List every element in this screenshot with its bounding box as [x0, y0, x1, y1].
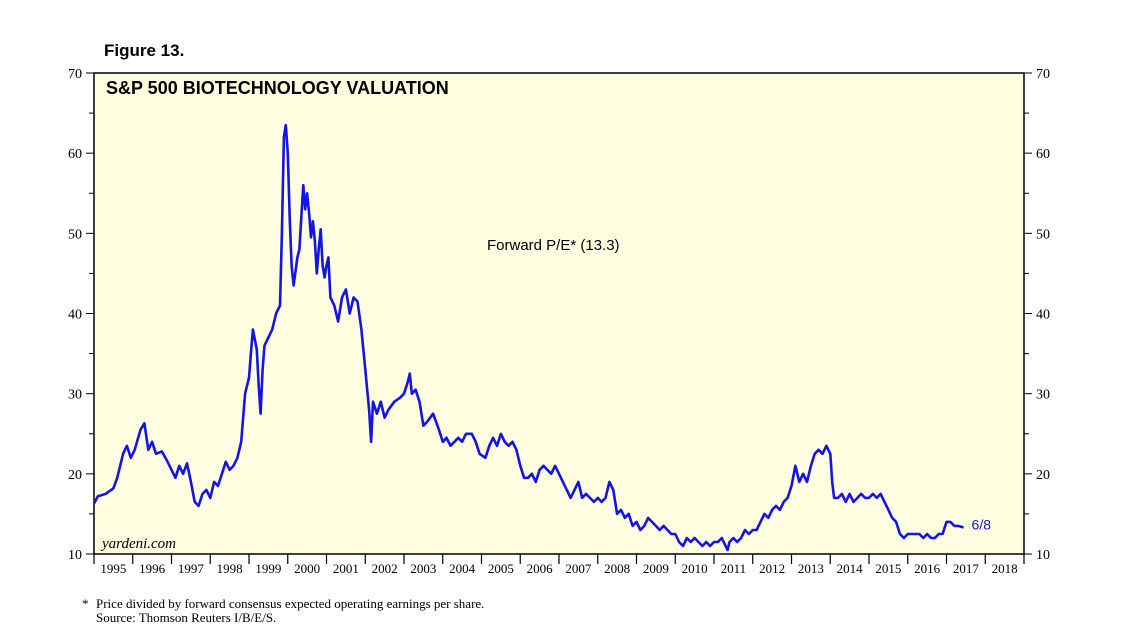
x-tick-label: 2009: [643, 561, 669, 576]
series-line: [92, 123, 964, 552]
y-tick-label-left: 60: [68, 147, 82, 162]
x-tick-label: 2010: [682, 561, 708, 576]
x-tick-label: 2013: [798, 561, 824, 576]
watermark: yardeni.com: [100, 536, 176, 552]
x-tick-label: 1995: [100, 561, 126, 576]
y-tick-label-right: 70: [1036, 67, 1050, 82]
y-tick-label-left: 50: [68, 227, 82, 242]
x-tick-label: 2007: [565, 561, 592, 576]
footnote: * Price divided by forward consensus expe…: [82, 597, 484, 611]
x-tick-label: 1999: [255, 561, 281, 576]
chart-title: S&P 500 BIOTECHNOLOGY VALUATION: [106, 78, 449, 98]
x-tick-label: 2017: [953, 561, 980, 576]
y-tick-label-left: 10: [68, 548, 82, 563]
x-tick-label: 2008: [604, 561, 630, 576]
plot-area: [93, 72, 1025, 555]
x-tick-label: 2004: [449, 561, 476, 576]
last-value-label: 6/8: [972, 517, 992, 533]
footnote-text: Price divided by forward consensus expec…: [96, 596, 485, 611]
figure-label: Figure 13.: [104, 41, 185, 60]
x-axis: 1995 1996 1997 1998 1999 2000 2001 2002 2003 2004…: [100, 561, 1017, 576]
y-tick-label-left: 30: [68, 388, 82, 403]
x-tick-label: 2001: [333, 561, 359, 576]
source-note: Source: Thomson Reuters I/B/E/S.: [82, 611, 276, 625]
source-text: Source: Thomson Reuters I/B/E/S.: [96, 610, 277, 625]
series-label: Forward P/E* (13.3): [487, 237, 620, 254]
y-tick-label-right: 30: [1036, 388, 1050, 403]
y-tick-label-left: 40: [68, 308, 82, 323]
y-tick-label-right: 50: [1036, 227, 1050, 242]
y-tick-label-right: 60: [1036, 147, 1050, 162]
y-axis-left: 10 20 30 40 50 60 70: [68, 67, 82, 563]
y-tick-label-right: 20: [1036, 468, 1050, 483]
x-tick-label: 1996: [139, 561, 166, 576]
x-tick-label: 2015: [875, 561, 901, 576]
x-tick-label: 2003: [410, 561, 436, 576]
y-axis-right: 10 20 30 40 50 60 70: [1036, 67, 1050, 563]
x-tick-label: 2005: [488, 561, 514, 576]
tick-marks: [86, 72, 1032, 564]
x-tick-label: 2002: [372, 561, 398, 576]
footnote-marker: *: [82, 596, 89, 611]
x-tick-label: 2006: [527, 561, 554, 576]
x-tick-label: 2014: [837, 561, 864, 576]
x-tick-label: 2000: [294, 561, 320, 576]
x-tick-label: 2011: [721, 561, 747, 576]
y-tick-label-left: 20: [68, 468, 82, 483]
x-tick-label: 1998: [217, 561, 243, 576]
x-tick-label: 2016: [914, 561, 941, 576]
x-tick-label: 2018: [992, 561, 1018, 576]
y-tick-label-right: 40: [1036, 308, 1050, 323]
x-tick-label: 1997: [178, 561, 205, 576]
y-tick-label-left: 70: [68, 67, 82, 82]
x-tick-label: 2012: [759, 561, 785, 576]
y-tick-label-right: 10: [1036, 548, 1050, 563]
